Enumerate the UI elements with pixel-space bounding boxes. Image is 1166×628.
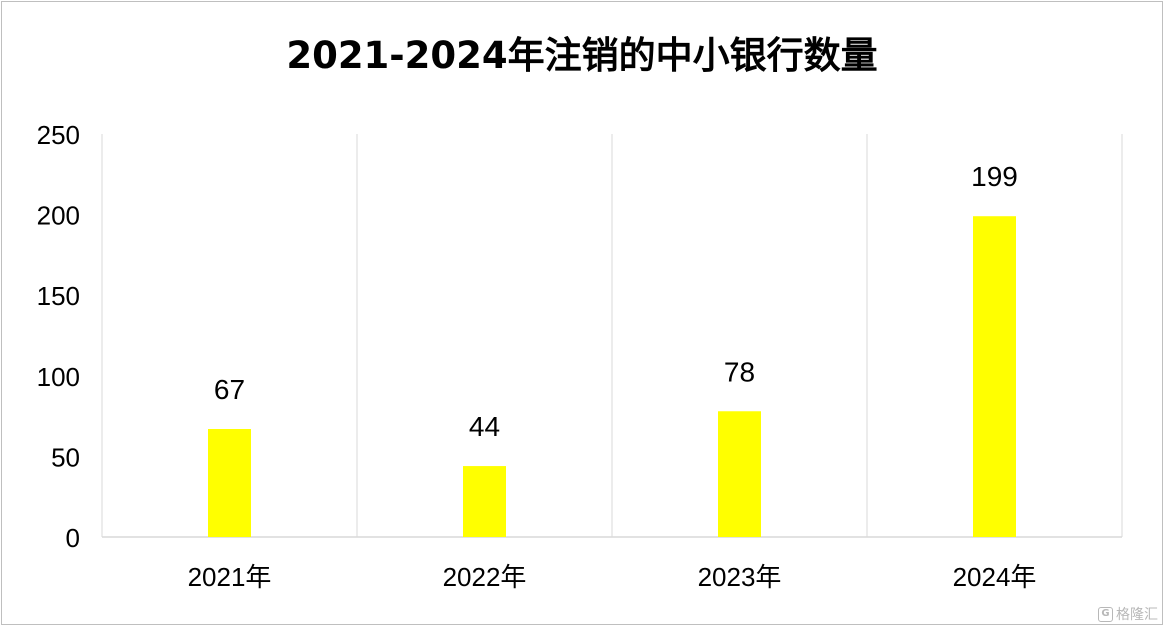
x-tick-label: 2024年 — [953, 562, 1037, 592]
bar — [208, 428, 251, 537]
bars-layer — [208, 216, 1016, 537]
watermark: G 格隆汇 — [1098, 604, 1158, 624]
chart-title: 2021-2024年注销的中小银行数量 — [286, 34, 878, 77]
x-tick-label: 2022年 — [443, 562, 527, 592]
data-label: 78 — [724, 356, 755, 387]
y-tick-label: 200 — [37, 201, 80, 231]
x-tick-label: 2023年 — [698, 562, 782, 592]
y-tick-label: 50 — [51, 442, 80, 472]
bar — [973, 216, 1016, 537]
bar — [463, 466, 506, 537]
labels-layer: 67 44 78 199 — [214, 161, 1018, 442]
watermark-logo-icon: G — [1098, 606, 1113, 622]
x-tick-label: 2021年 — [188, 562, 272, 592]
y-tick-label: 250 — [37, 120, 80, 150]
y-tick-label: 150 — [37, 281, 80, 311]
data-label: 67 — [214, 374, 245, 405]
grid-layer — [101, 134, 1123, 537]
axis-layer: 0 50 100 150 200 250 2021年 2022年 2023年 2024年 — [37, 120, 1122, 592]
y-tick-label: 100 — [37, 362, 80, 392]
data-label: 44 — [469, 411, 500, 442]
data-label: 199 — [971, 161, 1018, 192]
y-tick-label: 0 — [66, 523, 80, 553]
bar — [718, 411, 761, 537]
watermark-text: 格隆汇 — [1116, 607, 1158, 623]
